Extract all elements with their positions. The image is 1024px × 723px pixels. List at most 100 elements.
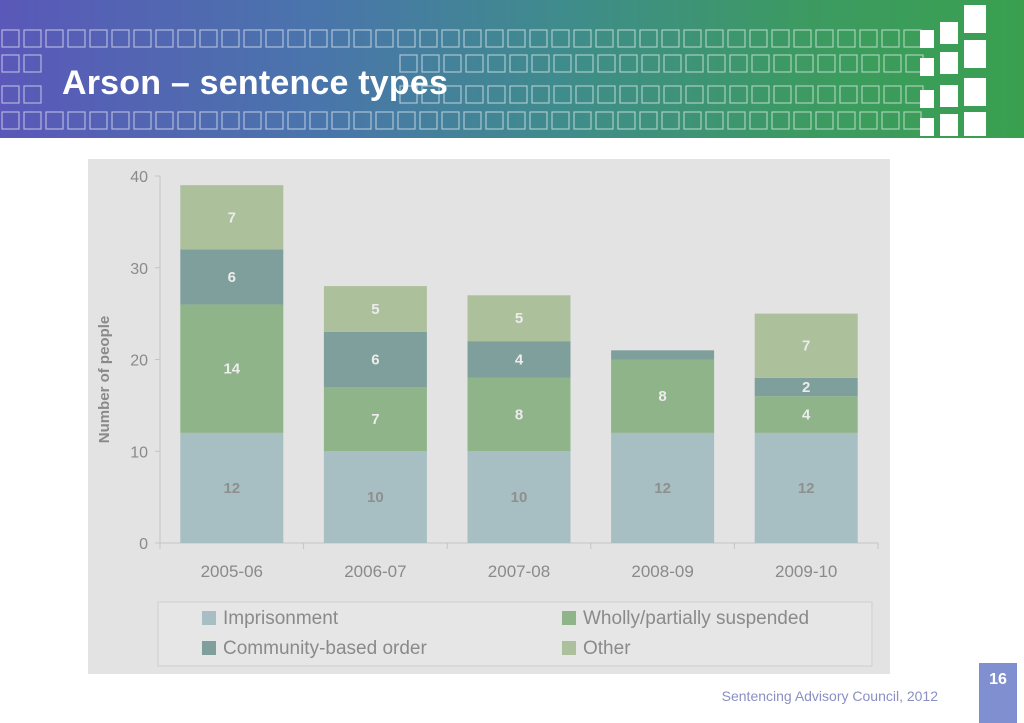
banner-square (529, 111, 548, 130)
banner-square (795, 54, 814, 73)
data-label: 10 (367, 489, 384, 506)
banner-square (859, 111, 878, 130)
banner-square (375, 111, 394, 130)
banner-square (641, 85, 660, 104)
banner-square (419, 29, 438, 48)
banner-square (685, 85, 704, 104)
y-tick-label: 20 (130, 353, 148, 370)
legend-label: Imprisonment (223, 608, 339, 629)
bar-segment (323, 286, 427, 332)
banner-square (529, 29, 548, 48)
banner-square (771, 29, 790, 48)
banner-square (881, 29, 900, 48)
legend-swatch (202, 611, 216, 625)
x-tick-label: 2005-06 (201, 562, 263, 581)
banner-square (287, 111, 306, 130)
banner-square (861, 54, 880, 73)
banner-square (553, 85, 572, 104)
banner-square (353, 111, 372, 130)
banner-square (883, 85, 902, 104)
banner-square (287, 29, 306, 48)
banner-square (331, 29, 350, 48)
banner-square (575, 85, 594, 104)
banner-square (487, 85, 506, 104)
banner-square (707, 54, 726, 73)
banner-square (573, 29, 592, 48)
banner-square (903, 29, 922, 48)
banner-square (89, 29, 108, 48)
banner-square (773, 54, 792, 73)
banner-pattern (1, 5, 986, 136)
banner-logo-block (920, 30, 934, 48)
banner-square (1, 54, 20, 73)
banner-square (133, 29, 152, 48)
banner-square (727, 111, 746, 130)
banner-square (595, 29, 614, 48)
banner-square (441, 29, 460, 48)
bar-segment (467, 451, 571, 543)
data-label: 4 (515, 352, 524, 369)
banner-square (243, 29, 262, 48)
banner-square (595, 111, 614, 130)
banner-logo-block (940, 114, 958, 136)
banner-square (23, 85, 42, 104)
data-label: 12 (798, 480, 815, 497)
banner-square (465, 54, 484, 73)
banner-square (617, 29, 636, 48)
banner-square (463, 29, 482, 48)
banner-logo-block (964, 5, 986, 33)
banner-square (23, 54, 42, 73)
banner-square (685, 54, 704, 73)
banner-square (837, 111, 856, 130)
data-label: 10 (511, 489, 528, 506)
banner-logo-block (964, 40, 986, 68)
data-label: 12 (654, 480, 671, 497)
banner-logo-block (964, 78, 986, 106)
header-banner: Arson – sentence types (0, 0, 1024, 138)
bar-segment (467, 341, 571, 378)
banner-square (309, 29, 328, 48)
y-axis-label: Number of people (96, 316, 113, 444)
banner-square (23, 29, 42, 48)
banner-square (639, 111, 658, 130)
banner-square (663, 85, 682, 104)
bar-segment (180, 432, 284, 543)
banner-square (597, 54, 616, 73)
banner-square (397, 111, 416, 130)
banner-square (199, 29, 218, 48)
banner-square (683, 111, 702, 130)
banner-square (399, 54, 418, 73)
bar-segment (754, 396, 858, 433)
banner-square (419, 111, 438, 130)
banner-square (463, 111, 482, 130)
banner-square (531, 54, 550, 73)
bar-segment (611, 432, 715, 543)
stacked-bar-chart: 0 10 20 30 40 Number of people 12 14 6 7 2005-06 10… (96, 169, 879, 667)
banner-square (421, 85, 440, 104)
banner-square (309, 111, 328, 130)
bar-segment (180, 185, 284, 250)
bar-segment (611, 350, 715, 360)
banner-square (815, 29, 834, 48)
x-tick-label: 2007-08 (488, 562, 550, 581)
banner-logo-block (920, 58, 934, 76)
bar-segment (754, 377, 858, 397)
banner-square (619, 85, 638, 104)
banner-square (793, 111, 812, 130)
y-tick-label: 10 (130, 444, 148, 461)
legend-swatch (562, 641, 576, 655)
banner-square (639, 29, 658, 48)
banner-square (751, 85, 770, 104)
banner-square (705, 111, 724, 130)
data-label: 7 (371, 411, 379, 428)
bar-segment (754, 313, 858, 378)
banner-logo-block (940, 52, 958, 74)
banner-square (45, 111, 64, 130)
banner-square (815, 111, 834, 130)
bar-segment (611, 359, 715, 433)
banner-square (507, 29, 526, 48)
chart-panel: 0 10 20 30 40 Number of people 12 14 6 7 2005-06 10… (88, 159, 890, 674)
banner-square (597, 85, 616, 104)
data-label: 6 (371, 352, 379, 369)
bar-segment (323, 387, 427, 452)
